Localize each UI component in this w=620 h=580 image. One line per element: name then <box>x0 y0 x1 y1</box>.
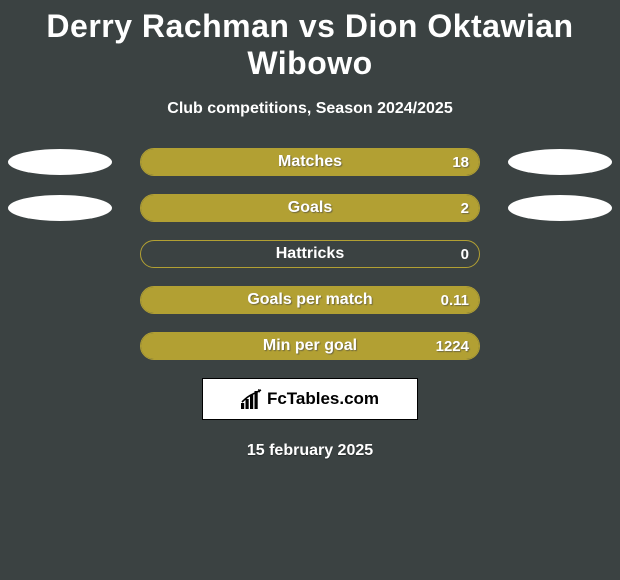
stat-value: 2 <box>461 195 469 221</box>
page-subtitle: Club competitions, Season 2024/2025 <box>0 100 620 118</box>
stat-value: 18 <box>452 149 469 175</box>
player-right-marker <box>508 195 612 221</box>
stat-bar: Goals per match0.11 <box>140 286 480 314</box>
stat-row: Min per goal1224 <box>0 332 620 360</box>
stat-label: Goals <box>141 195 479 221</box>
player-left-marker <box>8 149 112 175</box>
stat-label: Goals per match <box>141 287 479 313</box>
branding-box: FcTables.com <box>202 378 418 420</box>
stat-value: 0 <box>461 241 469 267</box>
stat-value: 1224 <box>436 333 469 359</box>
fctables-logo-icon <box>241 389 263 409</box>
stats-chart: Matches18 Goals2 Hattricks0 Goals per match… <box>0 148 620 360</box>
stat-label: Min per goal <box>141 333 479 359</box>
stat-label: Hattricks <box>141 241 479 267</box>
player-right-marker <box>508 149 612 175</box>
date-label: 15 february 2025 <box>0 442 620 460</box>
page-title: Derry Rachman vs Dion Oktawian Wibowo <box>0 0 620 82</box>
stat-bar: Min per goal1224 <box>140 332 480 360</box>
branding-text: FcTables.com <box>267 389 379 409</box>
stat-bar: Goals2 <box>140 194 480 222</box>
stat-bar: Hattricks0 <box>140 240 480 268</box>
stat-row: Goals per match0.11 <box>0 286 620 314</box>
stat-row: Hattricks0 <box>0 240 620 268</box>
stat-row: Matches18 <box>0 148 620 176</box>
stat-row: Goals2 <box>0 194 620 222</box>
stat-label: Matches <box>141 149 479 175</box>
stat-bar: Matches18 <box>140 148 480 176</box>
stat-value: 0.11 <box>441 287 469 313</box>
player-left-marker <box>8 195 112 221</box>
